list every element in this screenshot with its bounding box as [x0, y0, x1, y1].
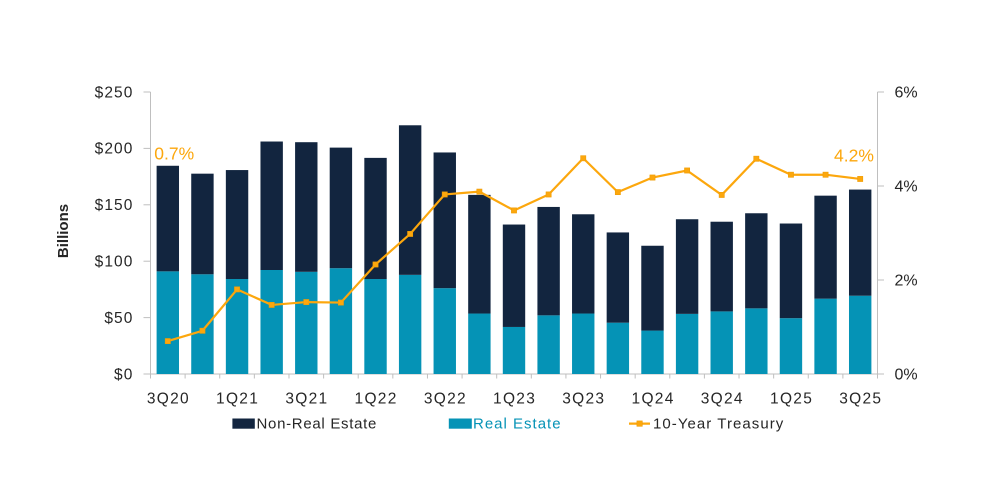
svg-text:6%: 6% — [895, 85, 918, 102]
svg-text:10-Year Treasury: 10-Year Treasury — [653, 416, 784, 433]
svg-text:3Q25: 3Q25 — [839, 391, 882, 408]
svg-text:1Q25: 1Q25 — [770, 391, 813, 408]
svg-text:4.2%: 4.2% — [834, 146, 874, 166]
svg-text:Real Estate: Real Estate — [473, 416, 562, 433]
svg-text:1Q24: 1Q24 — [632, 391, 675, 408]
svg-text:3Q21: 3Q21 — [285, 391, 328, 408]
svg-text:$50: $50 — [104, 310, 133, 327]
svg-text:3Q24: 3Q24 — [701, 391, 744, 408]
svg-text:$150: $150 — [95, 197, 134, 214]
svg-text:1Q22: 1Q22 — [355, 391, 398, 408]
svg-text:3Q23: 3Q23 — [562, 391, 605, 408]
svg-text:1Q21: 1Q21 — [216, 391, 259, 408]
svg-text:4%: 4% — [895, 179, 918, 196]
svg-text:$100: $100 — [95, 254, 134, 271]
svg-text:3Q22: 3Q22 — [424, 391, 467, 408]
svg-text:1Q23: 1Q23 — [493, 391, 536, 408]
svg-text:0%: 0% — [895, 367, 918, 384]
svg-text:Non-Real Estate: Non-Real Estate — [257, 416, 378, 433]
svg-text:$200: $200 — [95, 141, 134, 158]
svg-text:0.7%: 0.7% — [154, 144, 194, 164]
svg-text:2%: 2% — [895, 273, 918, 290]
svg-text:Billions: Billions — [55, 204, 72, 258]
svg-text:3Q20: 3Q20 — [147, 391, 190, 408]
svg-text:$0: $0 — [114, 366, 133, 383]
svg-text:$250: $250 — [95, 84, 134, 101]
